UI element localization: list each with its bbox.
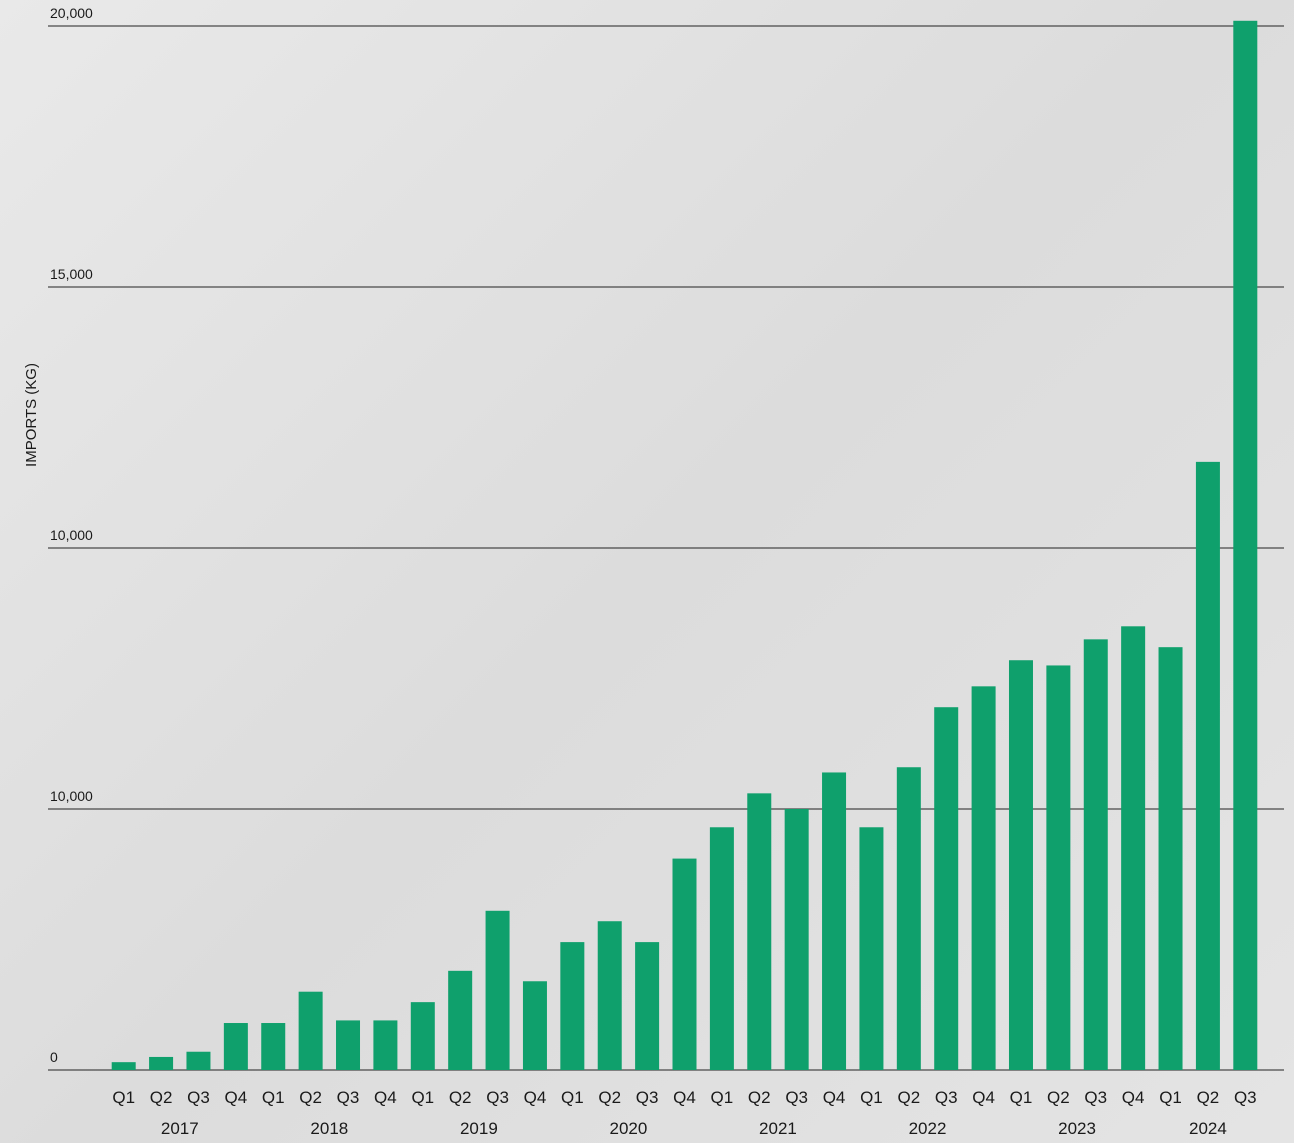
bar [373,1020,398,1070]
x-tick-label: Q1 [711,1088,734,1107]
y-tick-label: 0 [50,1049,58,1065]
x-tick-label: Q4 [823,1088,846,1107]
x-tick-label: Q3 [785,1088,808,1107]
bar [261,1023,286,1070]
x-tick-label: Q4 [524,1088,547,1107]
bar [410,1002,435,1070]
bar [223,1023,248,1070]
x-tick-label: Q4 [225,1088,248,1107]
x-tick-label: Q1 [112,1088,135,1107]
bar [709,827,734,1070]
x-group-label: 2022 [909,1119,947,1138]
x-tick-label: Q3 [935,1088,958,1107]
x-tick-label: Q2 [748,1088,771,1107]
x-tick-label: Q3 [1234,1088,1257,1107]
x-tick-label: Q2 [598,1088,621,1107]
bar [1158,647,1183,1070]
x-tick-label: Q4 [374,1088,397,1107]
x-tick-label: Q3 [636,1088,659,1107]
x-tick-label: Q2 [150,1088,173,1107]
x-tick-label: Q2 [449,1088,472,1107]
x-tick-label: Q1 [860,1088,883,1107]
bar [336,1020,361,1070]
bar [597,921,622,1070]
x-tick-label: Q2 [897,1088,920,1107]
x-group-label: 2021 [759,1119,797,1138]
bar [672,858,697,1070]
y-tick-label: 10,000 [50,527,93,543]
bar [560,942,585,1070]
bar [298,991,323,1070]
x-tick-label: Q2 [299,1088,322,1107]
bar [971,686,996,1070]
x-tick-label: Q1 [1159,1088,1182,1107]
x-group-label: 2018 [310,1119,348,1138]
bar [784,809,809,1070]
bar [934,707,959,1070]
bar [1233,20,1258,1070]
bar [859,827,884,1070]
bar [1083,639,1108,1070]
bar [1046,665,1071,1070]
x-tick-label: Q1 [262,1088,285,1107]
bar [149,1056,174,1070]
x-tick-label: Q3 [337,1088,360,1107]
x-tick-label: Q2 [1047,1088,1070,1107]
bar [485,910,510,1070]
x-tick-label: Q3 [486,1088,509,1107]
x-tick-label: Q3 [1084,1088,1107,1107]
bar [448,970,473,1070]
x-tick-label: Q2 [1197,1088,1220,1107]
x-tick-label: Q4 [972,1088,995,1107]
y-tick-label: 10,000 [50,788,93,804]
x-tick-label: Q3 [187,1088,210,1107]
bar [1121,626,1146,1070]
bar [111,1062,136,1070]
x-group-label: 2020 [610,1119,648,1138]
bar [1195,461,1220,1070]
x-group-label: 2024 [1189,1119,1227,1138]
bar [635,942,660,1070]
x-group-label: 2017 [161,1119,199,1138]
bar [1008,660,1033,1070]
y-tick-label: 15,000 [50,266,93,282]
bar [522,981,547,1070]
x-tick-label: Q4 [1122,1088,1145,1107]
bar [186,1051,211,1070]
x-group-label: 2023 [1058,1119,1096,1138]
y-axis-label: IMPORTS (KG) [23,363,40,467]
x-group-label: 2019 [460,1119,498,1138]
bar [822,772,847,1070]
x-tick-label: Q1 [1010,1088,1033,1107]
x-tick-label: Q4 [673,1088,696,1107]
bar [747,793,772,1070]
bar [896,767,921,1070]
x-tick-label: Q1 [561,1088,584,1107]
x-tick-label: Q1 [411,1088,434,1107]
y-tick-label: 20,000 [50,5,93,21]
